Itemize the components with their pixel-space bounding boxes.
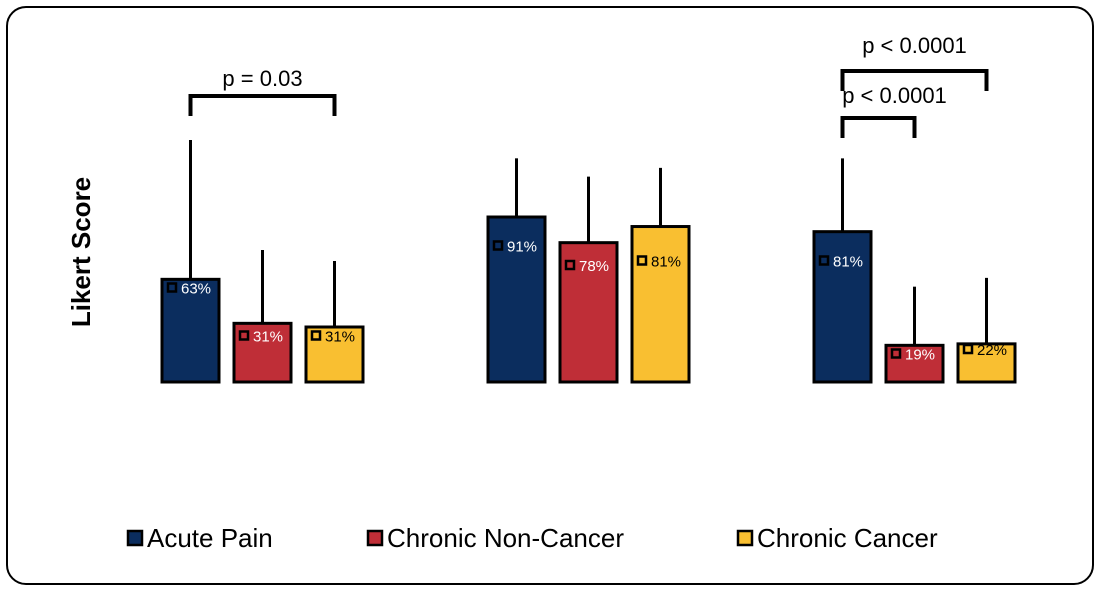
percent-label: 91% [507,239,537,256]
percent-marker [818,255,830,266]
percent-label: 31% [325,329,355,346]
significance-bracket [840,69,989,91]
percent-marker [564,259,576,271]
y-axis-title: Likert Score [66,177,96,327]
percent-marker [166,282,178,293]
percent-label: 81% [833,254,863,271]
bar [884,343,945,384]
legend-swatch [366,529,384,547]
significance-bracket [840,116,917,138]
bar [558,241,619,384]
legend-swatch [126,529,144,547]
percent-marker [962,343,974,355]
legend-label: Chronic Non-Cancer [387,523,624,553]
percent-marker [636,255,648,266]
percent-marker [890,348,902,359]
significance-bracket [188,94,337,116]
significance-label: p < 0.0001 [842,83,947,108]
legend-label: Chronic Cancer [757,523,938,553]
percent-label: 81% [651,254,681,271]
significance-label: p < 0.0001 [862,33,967,58]
percent-label: 19% [905,347,935,364]
significance-label: p = 0.03 [222,66,302,91]
bar [304,325,365,384]
bar [486,215,547,384]
legend-swatch [736,529,754,547]
percent-label: 78% [579,258,609,275]
bar [630,225,691,384]
percent-marker [238,330,250,341]
percent-marker [492,240,504,251]
percent-label: 31% [253,329,283,346]
percent-label: 22% [977,342,1007,359]
bar [232,321,293,384]
percent-marker [310,330,322,341]
legend-label: Acute Pain [147,523,273,553]
percent-label: 63% [181,281,211,298]
bar [956,342,1017,384]
bar [160,277,221,384]
